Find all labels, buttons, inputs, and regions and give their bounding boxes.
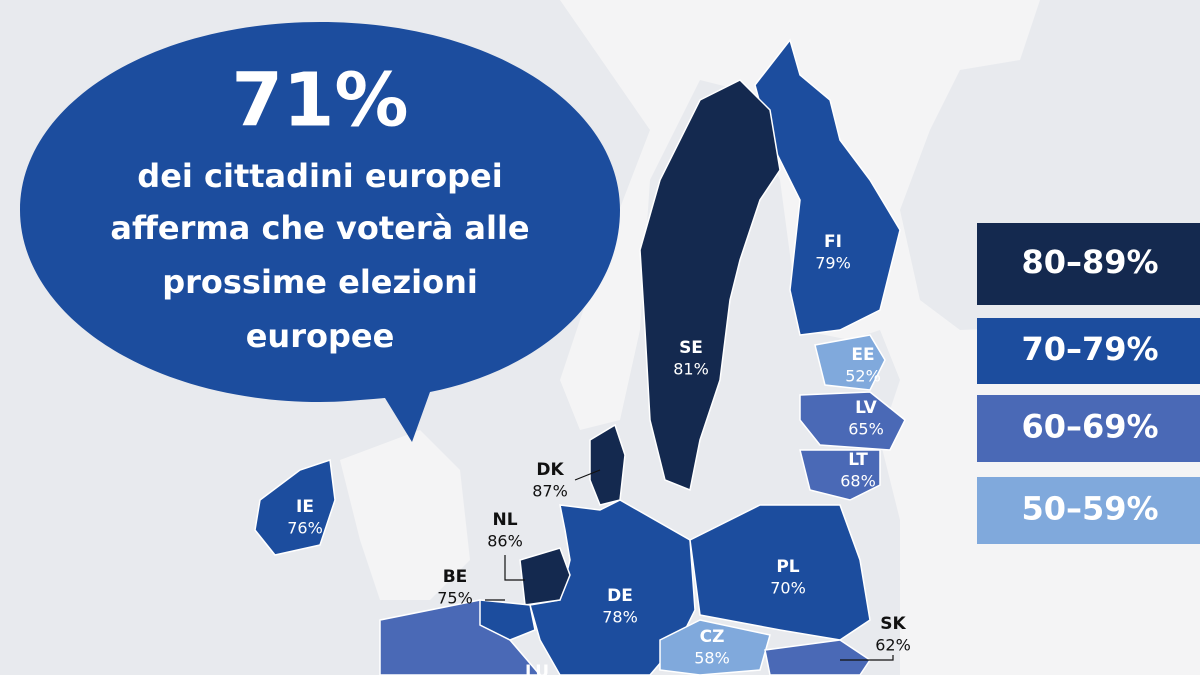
country-shape	[814, 334, 886, 391]
country-value: 75%	[437, 589, 473, 608]
country-code: DK	[536, 460, 564, 480]
country-code: SK	[880, 614, 906, 634]
land	[1100, 590, 1200, 675]
legend-label: 80–89%	[1021, 243, 1158, 281]
country-code: LV	[855, 398, 877, 418]
country-code: EE	[851, 345, 874, 365]
land	[340, 430, 470, 600]
country-code: LU	[525, 662, 549, 675]
country-shape	[254, 458, 336, 556]
country-code: DE	[607, 586, 633, 606]
headline: 71%	[231, 58, 408, 144]
country-shape	[529, 499, 696, 675]
country-shape	[519, 547, 571, 606]
legend-swatch	[977, 223, 1200, 305]
speech-bubble	[20, 22, 620, 442]
country-shape	[479, 599, 536, 641]
country-value: 81%	[673, 360, 709, 379]
country-code: IE	[296, 497, 314, 517]
country-shape	[639, 79, 781, 492]
country-value: 70%	[770, 579, 806, 598]
country-value: 65%	[848, 420, 884, 439]
legend-label: 50–59%	[1021, 490, 1158, 528]
legend-swatch	[977, 318, 1200, 384]
land	[379, 599, 541, 675]
country-value: 58%	[694, 649, 730, 668]
message-line: afferma che voterà alle	[110, 209, 529, 247]
country-code: PL	[776, 557, 799, 577]
country-shape	[589, 423, 626, 506]
country-value: 62%	[875, 636, 911, 655]
message-line: europee	[246, 317, 395, 355]
country-shape	[754, 38, 901, 336]
country-value: 52%	[845, 367, 881, 386]
country-value: 78%	[602, 608, 638, 627]
country-code: BE	[443, 567, 468, 587]
country-code: CZ	[700, 627, 725, 647]
message-line: prossime elezioni	[162, 263, 478, 301]
legend-label: 70–79%	[1021, 330, 1158, 368]
country-code: LT	[848, 450, 868, 470]
country-code: NL	[492, 510, 517, 530]
country-value: 86%	[487, 532, 523, 551]
country-shape	[689, 504, 871, 641]
message-line: dei cittadini europei	[137, 157, 502, 195]
country-shape	[799, 449, 881, 501]
country-value: 79%	[815, 254, 851, 273]
country-value: 76%	[287, 519, 323, 538]
legend-label: 60–69%	[1021, 408, 1158, 446]
leader-lines	[485, 469, 894, 661]
country-value: 68%	[840, 472, 876, 491]
country-code: FI	[824, 232, 842, 252]
country-value: 87%	[532, 482, 568, 501]
country-shape	[659, 619, 771, 675]
legend-swatch	[977, 477, 1200, 544]
country-shape	[764, 639, 872, 675]
country-code: SE	[679, 338, 703, 358]
country-shape	[799, 391, 906, 451]
legend-swatch	[977, 395, 1200, 462]
